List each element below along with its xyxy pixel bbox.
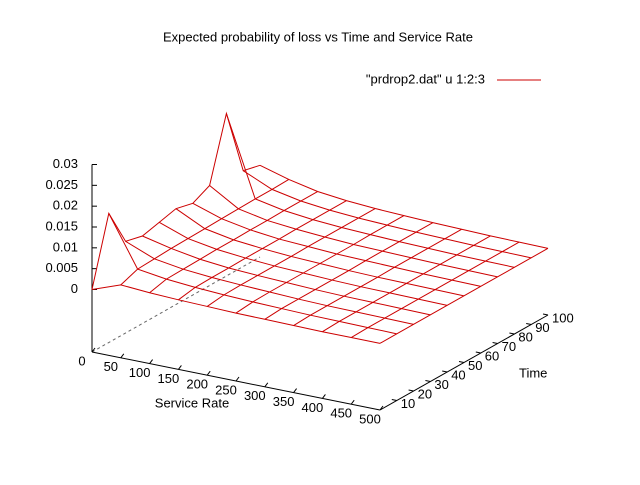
y-tick xyxy=(391,399,397,401)
x-tick xyxy=(177,365,182,370)
y-tick xyxy=(408,389,414,392)
z-tick-label: 0.03 xyxy=(53,156,78,171)
x-tick-label: 450 xyxy=(330,406,352,421)
y-tick-label: 60 xyxy=(485,348,499,363)
surface-row xyxy=(125,240,414,325)
surface-row xyxy=(158,221,448,306)
surface-row xyxy=(192,202,481,287)
x-tick xyxy=(120,353,125,359)
surface-column xyxy=(379,247,549,344)
y-tick-label: 10 xyxy=(401,396,415,411)
z-tick-label: 0.01 xyxy=(53,239,78,254)
z-tick-label: 0.02 xyxy=(53,198,78,213)
chart-title: Expected probability of loss vs Time and… xyxy=(163,29,473,44)
y-tick xyxy=(458,361,465,363)
x-tick-label: 0 xyxy=(78,353,85,368)
y-tick-label: 70 xyxy=(502,339,516,354)
surface-row xyxy=(259,164,549,249)
surface-column xyxy=(293,228,462,326)
surface-row xyxy=(91,284,381,344)
surface-column xyxy=(178,200,347,301)
surface-row xyxy=(142,235,431,316)
surface-column xyxy=(206,208,376,307)
y-tick-label: 50 xyxy=(468,358,482,373)
z-tick-label: 0 xyxy=(71,281,78,296)
x-tick xyxy=(293,388,298,393)
x-tick-label: 200 xyxy=(186,377,208,392)
y-tick-label: 90 xyxy=(535,320,549,335)
y-tick xyxy=(492,342,498,344)
surface-column xyxy=(91,111,261,290)
x-tick-label: 250 xyxy=(215,382,237,397)
y-axis-label: Time xyxy=(519,365,547,380)
surface-column xyxy=(149,191,318,294)
x-tick xyxy=(379,405,384,411)
y-tick xyxy=(425,380,431,382)
x-tick-label: 400 xyxy=(302,400,324,415)
y-tick xyxy=(542,313,549,316)
y-tick-label: 20 xyxy=(418,386,432,401)
y-tick xyxy=(442,370,448,373)
surface-column xyxy=(322,235,491,333)
y-tick-label: 100 xyxy=(552,310,574,325)
x-tick-label: 50 xyxy=(104,359,118,374)
x-tick xyxy=(321,394,326,399)
y-tick xyxy=(509,332,515,335)
surface-column xyxy=(235,215,405,314)
y-tick xyxy=(526,323,532,325)
x-tick xyxy=(206,370,211,376)
back-axis xyxy=(91,256,261,353)
surface-column xyxy=(264,222,434,320)
z-tick-label: 0.025 xyxy=(45,177,78,192)
x-tick xyxy=(149,359,154,364)
z-tick-label: 0.005 xyxy=(45,260,78,275)
x-tick-label: 350 xyxy=(273,394,295,409)
x-tick xyxy=(264,382,269,388)
z-tick-label: 0.015 xyxy=(45,218,78,233)
x-tick-label: 100 xyxy=(129,365,151,380)
x-tick xyxy=(235,376,240,382)
legend-label: "prdrop2.dat" u 1:2:3 xyxy=(366,71,485,86)
surface-row xyxy=(242,170,532,259)
x-tick xyxy=(91,347,96,353)
surface-row xyxy=(108,213,397,335)
y-tick-label: 80 xyxy=(518,329,532,344)
y-tick-label: 40 xyxy=(451,367,465,382)
y-tick xyxy=(475,351,481,354)
x-tick-label: 500 xyxy=(359,411,381,426)
surface-column xyxy=(350,241,520,338)
surface-column xyxy=(120,179,290,286)
x-tick xyxy=(350,399,355,405)
y-tick-label: 30 xyxy=(434,377,448,392)
x-tick-label: 150 xyxy=(158,371,180,386)
x-axis-label: Service Rate xyxy=(155,395,229,410)
x-tick-label: 300 xyxy=(244,388,266,403)
